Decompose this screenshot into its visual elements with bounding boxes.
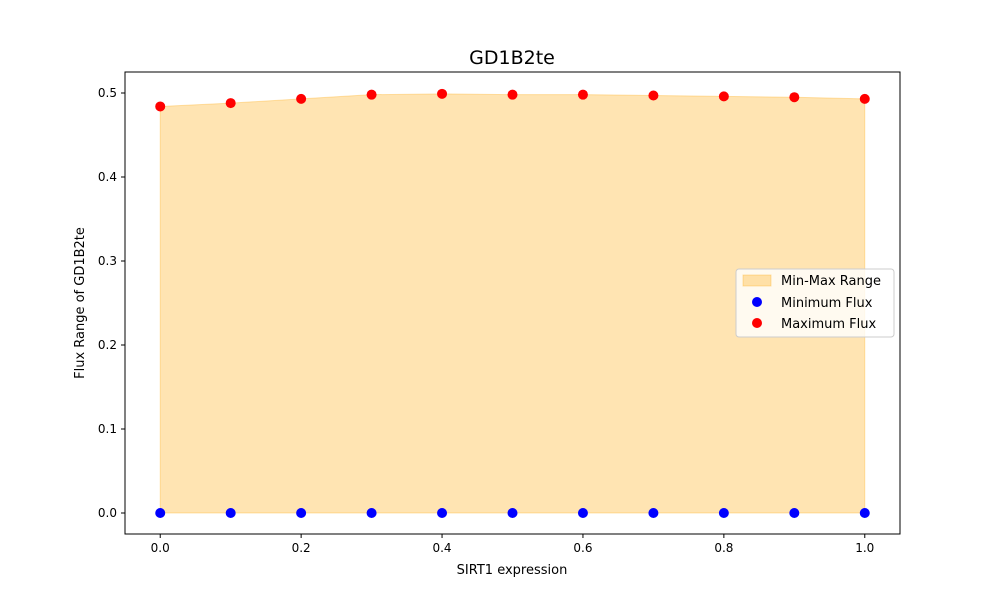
maximum-flux-point <box>437 88 448 99</box>
maximum-flux-point <box>155 101 166 112</box>
legend-swatch-min-max-range <box>742 274 772 287</box>
x-tick-label: 1.0 <box>855 541 874 555</box>
maximum-flux-points <box>155 88 870 112</box>
maximum-flux-point <box>225 98 236 109</box>
y-tick-label: 0.2 <box>98 338 117 352</box>
y-tick-label: 0.5 <box>98 86 117 100</box>
legend-label-minimum-flux: Minimum Flux <box>781 296 873 311</box>
chart-title: GD1B2te <box>469 47 555 69</box>
legend-label-min-max-range: Min-Max Range <box>781 274 881 289</box>
x-tick-label: 0.4 <box>432 541 451 555</box>
maximum-flux-point <box>366 89 377 100</box>
x-axis-ticks: 0.0 0.2 0.4 0.6 0.8 1.0 <box>151 534 874 555</box>
maximum-flux-point <box>296 93 307 104</box>
y-axis-ticks: 0.0 0.1 0.2 0.3 0.4 0.5 <box>98 86 125 520</box>
minimum-flux-point <box>296 508 307 518</box>
plot-frame <box>124 71 901 535</box>
maximum-flux-point <box>507 89 518 100</box>
minimum-flux-point <box>859 508 870 518</box>
legend-label-maximum-flux: Maximum Flux <box>781 317 877 332</box>
maximum-flux-point <box>859 93 870 104</box>
maximum-flux-point <box>718 91 729 102</box>
x-tick-label: 0.0 <box>151 541 170 555</box>
maximum-flux-point <box>789 92 800 103</box>
legend: Min-Max Range Minimum Flux Maximum Flux <box>735 268 895 338</box>
minimum-flux-point <box>437 508 448 518</box>
legend-marker-maximum-flux <box>752 318 762 328</box>
maximum-flux-point <box>648 90 659 101</box>
maximum-flux-point <box>577 89 588 100</box>
minimum-flux-point <box>366 508 377 518</box>
x-tick-label: 0.8 <box>714 541 733 555</box>
x-tick-label: 0.2 <box>292 541 311 555</box>
y-tick-label: 0.4 <box>98 170 117 184</box>
y-tick-label: 0.1 <box>98 422 117 436</box>
y-tick-label: 0.3 <box>98 254 117 268</box>
minimum-flux-point <box>507 508 518 518</box>
minimum-flux-point <box>648 508 659 518</box>
minimum-flux-point <box>155 508 166 518</box>
legend-box <box>735 268 895 338</box>
y-axis-label: Flux Range of GD1B2te <box>73 227 88 379</box>
minimum-flux-point <box>789 508 800 518</box>
minimum-flux-point <box>577 508 588 518</box>
x-axis-label: SIRT1 expression <box>457 563 568 578</box>
legend-marker-minimum-flux <box>752 297 762 307</box>
minimum-flux-point <box>718 508 729 518</box>
minimum-flux-point <box>225 508 236 518</box>
x-tick-label: 0.6 <box>573 541 592 555</box>
minimum-flux-points <box>155 508 870 518</box>
y-tick-label: 0.0 <box>98 506 117 520</box>
